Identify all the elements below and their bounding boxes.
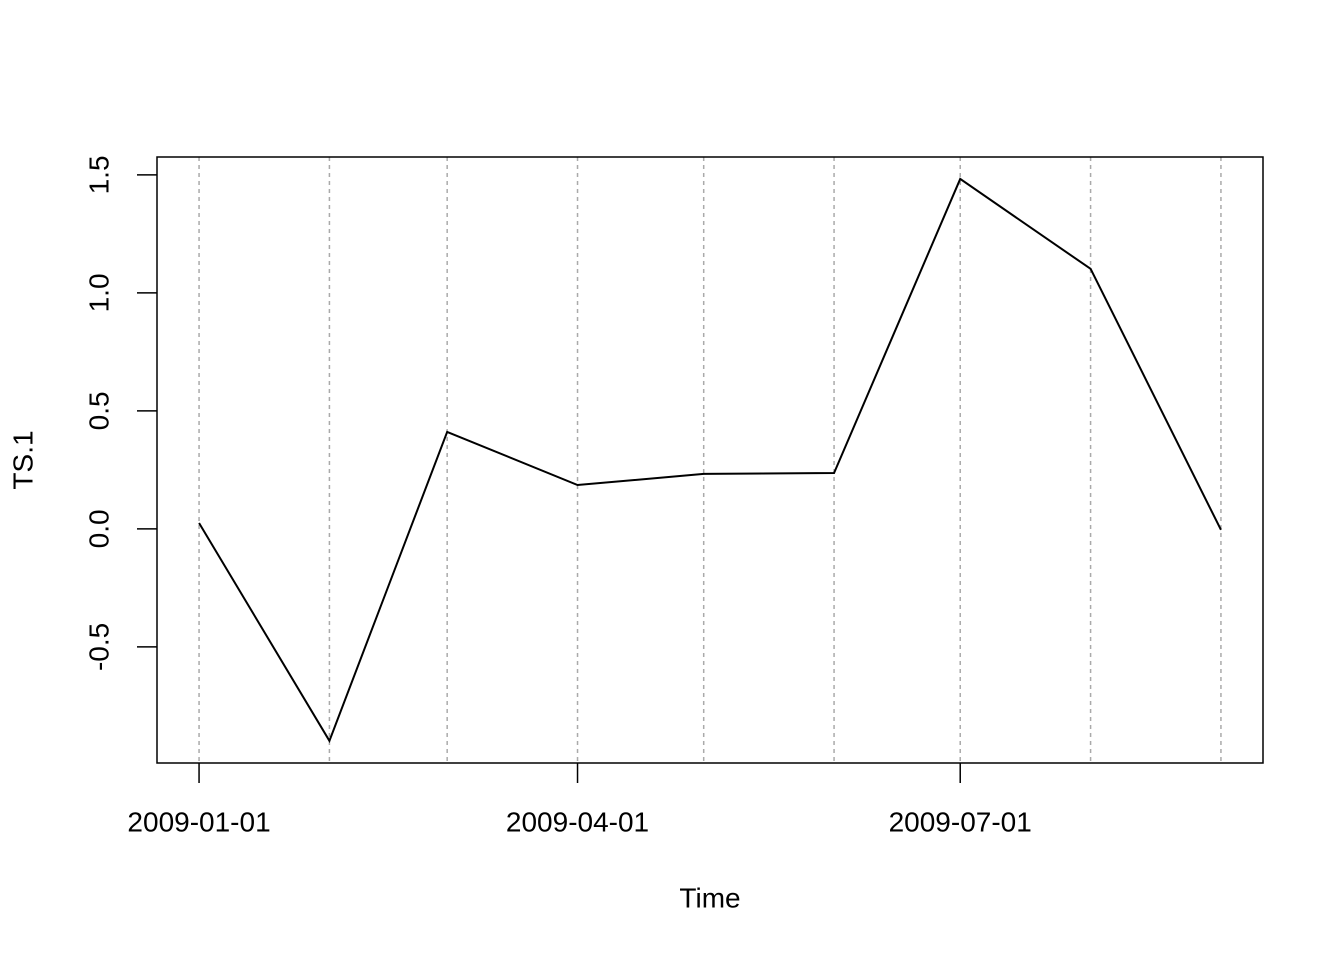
y-tick-label: 1.5 (83, 155, 114, 194)
x-tick-label: 2009-07-01 (889, 806, 1032, 837)
x-axis-label: Time (679, 882, 740, 913)
y-tick-label: -0.5 (83, 623, 114, 671)
y-axis-label: TS.1 (7, 430, 38, 489)
y-tick-label: 0.5 (83, 391, 114, 430)
plot-frame (156, 156, 1264, 764)
y-tick-label: 0.0 (83, 509, 114, 548)
x-tick-label: 2009-01-01 (127, 806, 270, 837)
x-tick-label: 2009-04-01 (506, 806, 649, 837)
y-tick-label: 1.0 (83, 273, 114, 312)
line (198, 177, 1222, 744)
